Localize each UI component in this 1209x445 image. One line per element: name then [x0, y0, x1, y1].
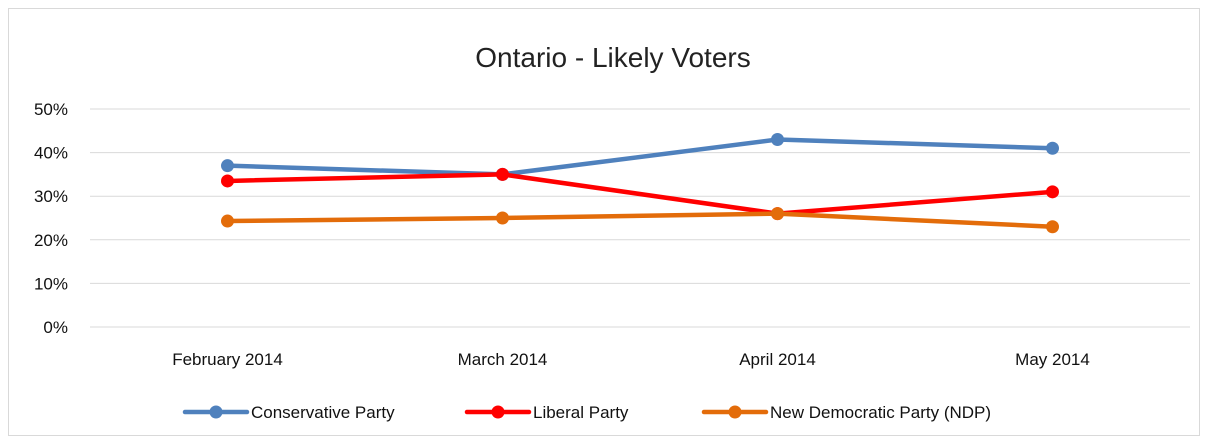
- y-tick-label: 30%: [34, 187, 68, 206]
- y-axis-ticks: 0% 10% 20% 30% 40% 50%: [34, 100, 68, 337]
- data-point: [771, 133, 784, 147]
- y-tick-label: 10%: [34, 274, 68, 293]
- x-tick-label: March 2014: [458, 350, 548, 369]
- y-tick-label: 20%: [34, 231, 68, 250]
- legend-item: New Democratic Party (NDP): [701, 403, 991, 422]
- data-point: [221, 159, 234, 173]
- series-line: [225, 172, 1055, 216]
- data-point: [221, 214, 234, 228]
- y-tick-label: 40%: [34, 144, 68, 163]
- data-point: [221, 174, 234, 188]
- series-lines: [221, 133, 1059, 234]
- series-new-democratic-party-ndp: [221, 207, 1059, 234]
- data-point: [1046, 185, 1059, 199]
- data-point: [496, 167, 509, 181]
- series-liberal-party: [221, 167, 1059, 221]
- data-point: [496, 211, 509, 225]
- chart-title: Ontario - Likely Voters: [475, 42, 750, 73]
- legend-item: Conservative Party: [182, 403, 395, 422]
- x-tick-label: February 2014: [172, 350, 283, 369]
- data-point: [771, 207, 784, 221]
- legend: Conservative Party Liberal Party New Democ…: [182, 403, 991, 422]
- series-conservative-party: [221, 133, 1059, 181]
- series-line: [225, 137, 1055, 177]
- data-point: [1046, 141, 1059, 155]
- legend-marker: [209, 405, 223, 419]
- y-tick-label: 0%: [43, 318, 68, 337]
- legend-marker: [728, 405, 742, 419]
- gridlines: [90, 108, 1190, 328]
- legend-label: New Democratic Party (NDP): [770, 403, 991, 422]
- legend-label: Conservative Party: [251, 403, 395, 422]
- legend-item: Liberal Party: [464, 403, 629, 422]
- legend-label: Liberal Party: [533, 403, 629, 422]
- x-tick-label: April 2014: [739, 350, 816, 369]
- legend-marker: [491, 405, 505, 419]
- data-point: [1046, 220, 1059, 234]
- series-line: [225, 211, 1055, 229]
- x-tick-label: May 2014: [1015, 350, 1090, 369]
- chart-frame: [8, 8, 1200, 436]
- y-tick-label: 50%: [34, 100, 68, 119]
- x-axis-ticks: February 2014 March 2014 April 2014 May 201…: [172, 350, 1090, 369]
